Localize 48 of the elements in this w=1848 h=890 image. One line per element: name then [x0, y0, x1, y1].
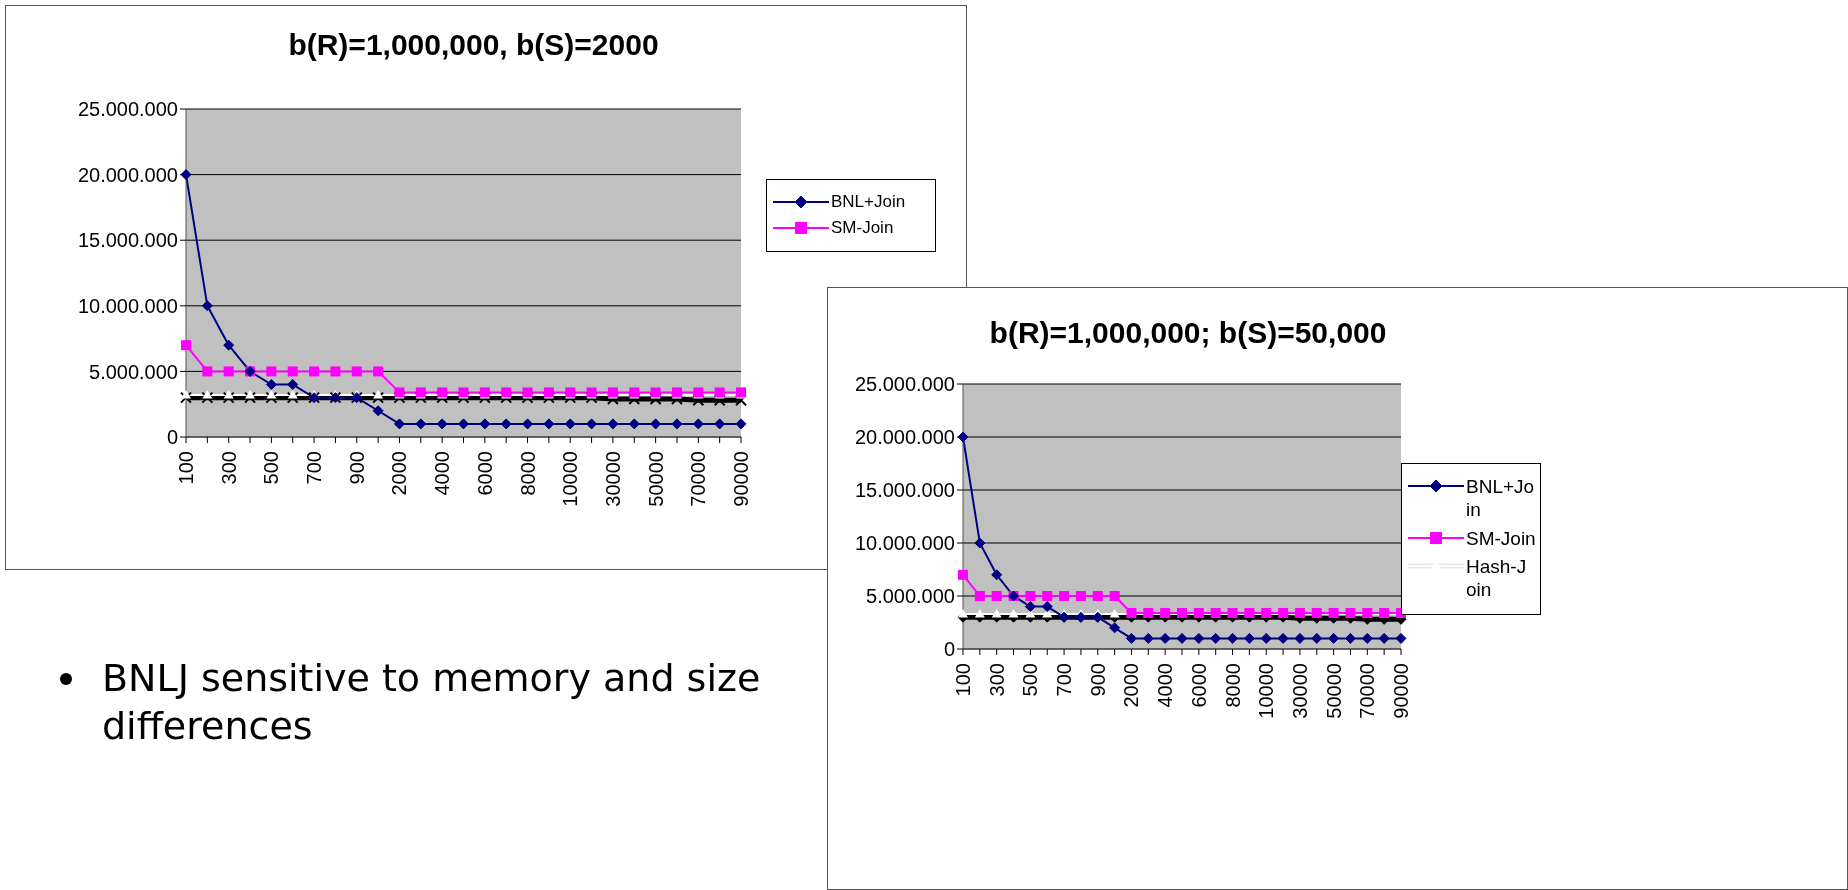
y-tick-label: 10.000.000 — [77, 294, 178, 317]
x-tick-label: 50000 — [644, 451, 667, 507]
x-tick-label: 300 — [217, 451, 240, 485]
x-tick-label: 30000 — [601, 451, 624, 507]
x-tick-label: 10000 — [559, 451, 582, 507]
y-tick-label: 25.000.000 — [854, 373, 955, 396]
y-tick-label: 0 — [943, 638, 955, 661]
y-tick-label: 20.000.000 — [854, 426, 955, 449]
x-tick-label: 100 — [175, 451, 197, 485]
x-tick-label: 2000 — [1120, 663, 1143, 708]
y-tick-label: 15.000.000 — [77, 229, 178, 252]
legend-label: SM-Join — [1466, 527, 1536, 551]
x-tick-label: 100 — [952, 663, 974, 697]
legend-label: SM-Join — [831, 218, 894, 239]
x-tick-label: 8000 — [516, 451, 539, 496]
legend-label: BNL+Join — [1466, 476, 1536, 522]
x-tick-label: 700 — [1053, 663, 1076, 697]
legend-label: BNL+Join — [831, 192, 906, 213]
y-tick-label: 10.000.000 — [854, 532, 955, 555]
x-tick-label: 90000 — [1390, 663, 1412, 719]
x-tick-label: 900 — [1086, 663, 1109, 697]
x-tick-label: 500 — [1019, 663, 1042, 697]
x-tick-label: 8000 — [1221, 663, 1244, 708]
y-tick-label: 0 — [166, 426, 178, 449]
x-tick-label: 70000 — [1356, 663, 1379, 719]
y-tick-label: 5.000.000 — [866, 585, 955, 608]
x-tick-label: 30000 — [1288, 663, 1311, 719]
chart-title: b(R)=1,000,000, b(S)=2000 — [287, 28, 660, 62]
y-tick-label: 25.000.000 — [77, 98, 178, 121]
x-tick-label: 700 — [303, 451, 326, 485]
text: BNLJ sensitive to memory and size differences — [102, 655, 762, 750]
x-tick-label: 70000 — [687, 451, 710, 507]
x-tick-label: 4000 — [1154, 663, 1177, 708]
x-tick-label: 90000 — [730, 451, 752, 507]
y-tick-label: 5.000.000 — [89, 360, 178, 383]
x-tick-label: 900 — [345, 451, 368, 485]
chart-title: b(R)=1,000,000; b(S)=50,000 — [988, 316, 1388, 350]
x-tick-label: 6000 — [473, 451, 496, 496]
x-tick-label: 2000 — [388, 451, 411, 496]
x-tick-label: 10000 — [1255, 663, 1278, 719]
x-tick-label: 50000 — [1322, 663, 1345, 719]
legend-label: Hash-Join — [1466, 556, 1528, 602]
x-tick-label: 500 — [260, 451, 283, 485]
y-tick-label: 20.000.000 — [77, 163, 178, 186]
x-tick-label: 300 — [985, 663, 1008, 697]
x-tick-label: 6000 — [1187, 663, 1210, 708]
y-tick-label: 15.000.000 — [854, 479, 955, 502]
x-tick-label: 4000 — [431, 451, 454, 496]
